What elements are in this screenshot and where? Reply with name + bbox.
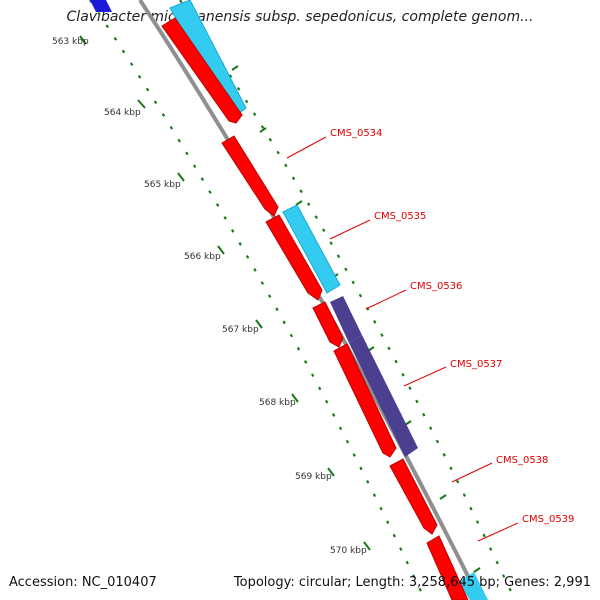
gene-red-top[interactable] xyxy=(161,17,243,124)
tick-mark xyxy=(363,541,371,551)
gene-label-cms-0535: CMS_0535 xyxy=(374,211,426,222)
gene-cyan-top[interactable] xyxy=(169,0,247,119)
outer-ticks xyxy=(231,65,481,573)
genome-summary-text: Topology: circular; Length: 3,258,645 bp… xyxy=(233,575,591,590)
gene-labels: CMS_0534 CMS_0535 CMS_0536 CMS_0537 CMS_… xyxy=(330,128,574,525)
tick-label: 563 kbp xyxy=(52,37,89,47)
tick-label: 570 kbp xyxy=(330,546,367,556)
tick-mark xyxy=(291,393,299,403)
gene-purple-0537-b[interactable] xyxy=(349,335,418,457)
label-leaders xyxy=(286,136,519,542)
tick-label: 567 kbp xyxy=(222,325,259,335)
gene-purple-0537-a[interactable] xyxy=(330,296,362,343)
gene-red-0536[interactable] xyxy=(312,301,344,348)
outer-tick-track xyxy=(179,0,516,600)
tick-mark xyxy=(255,319,263,329)
tick-label: 566 kbp xyxy=(184,252,221,262)
gene-blue-partial[interactable] xyxy=(90,0,112,12)
gene-red-0537[interactable] xyxy=(333,343,397,458)
gene-label-cms-0538: CMS_0538 xyxy=(496,455,548,466)
gene-cyan-0535[interactable] xyxy=(282,204,341,294)
gene-cyan-bottom[interactable] xyxy=(458,572,488,600)
gene-label-cms-0534: CMS_0534 xyxy=(330,128,382,139)
tick-mark xyxy=(327,467,335,477)
gene-red-0539[interactable] xyxy=(426,535,469,600)
scale-ticks: 563 kbp 564 kbp 565 kbp 566 kbp 567 kbp … xyxy=(52,35,371,556)
gene-label-cms-0536: CMS_0536 xyxy=(410,281,462,292)
tick-label: 569 kbp xyxy=(295,472,332,482)
tick-mark xyxy=(79,35,87,45)
tick-mark xyxy=(137,99,146,109)
gene-label-cms-0537: CMS_0537 xyxy=(450,359,502,370)
gene-red-0535[interactable] xyxy=(265,214,323,301)
tick-mark xyxy=(217,245,225,255)
accession-text: Accession: NC_010407 xyxy=(9,575,157,590)
gene-red-0538[interactable] xyxy=(389,458,438,535)
tick-label: 568 kbp xyxy=(259,398,296,408)
tick-label: 565 kbp xyxy=(144,180,181,190)
gene-red-0534[interactable] xyxy=(221,135,279,217)
tick-track xyxy=(89,0,426,600)
tick-label: 564 kbp xyxy=(104,108,141,118)
tick-mark xyxy=(177,172,185,182)
gene-label-cms-0539: CMS_0539 xyxy=(522,514,574,525)
